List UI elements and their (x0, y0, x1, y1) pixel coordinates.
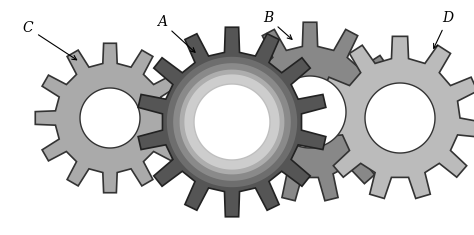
Polygon shape (220, 22, 400, 201)
Polygon shape (194, 84, 270, 160)
Text: C: C (23, 21, 77, 60)
Polygon shape (365, 83, 435, 153)
Polygon shape (173, 63, 291, 181)
Polygon shape (167, 57, 297, 187)
Polygon shape (80, 88, 140, 148)
Polygon shape (138, 27, 326, 217)
Polygon shape (318, 36, 474, 199)
Polygon shape (180, 70, 284, 174)
Text: A: A (157, 15, 195, 52)
Polygon shape (184, 74, 280, 170)
Text: B: B (263, 11, 292, 39)
Polygon shape (35, 43, 185, 193)
Text: D: D (434, 11, 454, 48)
Polygon shape (274, 76, 346, 148)
